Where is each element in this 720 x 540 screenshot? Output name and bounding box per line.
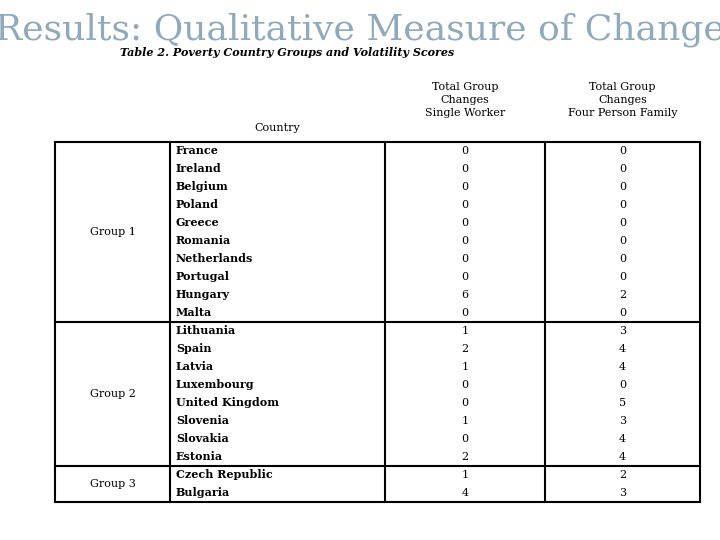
Text: 1: 1: [462, 416, 469, 426]
Text: Country: Country: [255, 123, 300, 133]
Text: 0: 0: [619, 308, 626, 318]
Text: 0: 0: [619, 254, 626, 264]
Text: Latvia: Latvia: [176, 361, 214, 373]
Text: Hungary: Hungary: [176, 289, 230, 300]
Text: 0: 0: [462, 272, 469, 282]
Text: 0: 0: [462, 182, 469, 192]
Text: Estonia: Estonia: [176, 451, 223, 462]
Text: Ireland: Ireland: [176, 164, 222, 174]
Text: Group 2: Group 2: [89, 389, 135, 399]
Text: 2: 2: [462, 344, 469, 354]
Text: 3: 3: [619, 488, 626, 498]
Text: 0: 0: [619, 272, 626, 282]
Text: 1: 1: [462, 362, 469, 372]
Text: 0: 0: [619, 236, 626, 246]
Text: Bulgaria: Bulgaria: [176, 488, 230, 498]
Text: 0: 0: [462, 200, 469, 210]
Text: 2: 2: [462, 452, 469, 462]
Text: 0: 0: [462, 218, 469, 228]
Text: Group 3: Group 3: [89, 479, 135, 489]
Text: 0: 0: [462, 254, 469, 264]
Text: 0: 0: [462, 308, 469, 318]
Text: Czech Republic: Czech Republic: [176, 469, 273, 481]
Text: 5: 5: [619, 398, 626, 408]
Text: 0: 0: [619, 146, 626, 156]
Text: 4: 4: [462, 488, 469, 498]
Text: 4: 4: [619, 344, 626, 354]
Text: Group 1: Group 1: [89, 227, 135, 237]
Text: 0: 0: [619, 380, 626, 390]
Text: 0: 0: [462, 434, 469, 444]
Text: 2: 2: [619, 470, 626, 480]
Text: Netherlands: Netherlands: [176, 253, 253, 265]
Text: Spain: Spain: [176, 343, 212, 354]
Text: 4: 4: [619, 362, 626, 372]
Text: 1: 1: [462, 470, 469, 480]
Text: Results: Qualitative Measure of Change: Results: Qualitative Measure of Change: [0, 13, 720, 47]
Text: Slovenia: Slovenia: [176, 415, 229, 427]
Text: 2: 2: [619, 290, 626, 300]
Text: Total Group
Changes
Single Worker: Total Group Changes Single Worker: [425, 82, 505, 118]
Text: 0: 0: [462, 398, 469, 408]
Text: 4: 4: [619, 434, 626, 444]
Text: 0: 0: [619, 218, 626, 228]
Text: 1: 1: [462, 326, 469, 336]
Text: Total Group
Changes
Four Person Family: Total Group Changes Four Person Family: [568, 82, 678, 118]
Text: Greece: Greece: [176, 218, 220, 228]
Text: Luxembourg: Luxembourg: [176, 380, 255, 390]
Text: 0: 0: [619, 200, 626, 210]
Text: Poland: Poland: [176, 199, 219, 211]
Text: Lithuania: Lithuania: [176, 326, 236, 336]
Text: Table 2. Poverty Country Groups and Volatility Scores: Table 2. Poverty Country Groups and Vola…: [120, 46, 454, 57]
Text: 3: 3: [619, 416, 626, 426]
Text: Belgium: Belgium: [176, 181, 229, 192]
Text: 0: 0: [619, 164, 626, 174]
Text: 0: 0: [462, 236, 469, 246]
Text: 6: 6: [462, 290, 469, 300]
Text: United Kingdom: United Kingdom: [176, 397, 279, 408]
Text: 4: 4: [619, 452, 626, 462]
Text: 0: 0: [462, 164, 469, 174]
Text: 3: 3: [619, 326, 626, 336]
Text: 0: 0: [619, 182, 626, 192]
Text: Malta: Malta: [176, 307, 212, 319]
Text: Slovakia: Slovakia: [176, 434, 229, 444]
Text: 0: 0: [462, 380, 469, 390]
Text: France: France: [176, 145, 219, 157]
Text: 0: 0: [462, 146, 469, 156]
Text: Portugal: Portugal: [176, 272, 230, 282]
Text: Romania: Romania: [176, 235, 231, 246]
